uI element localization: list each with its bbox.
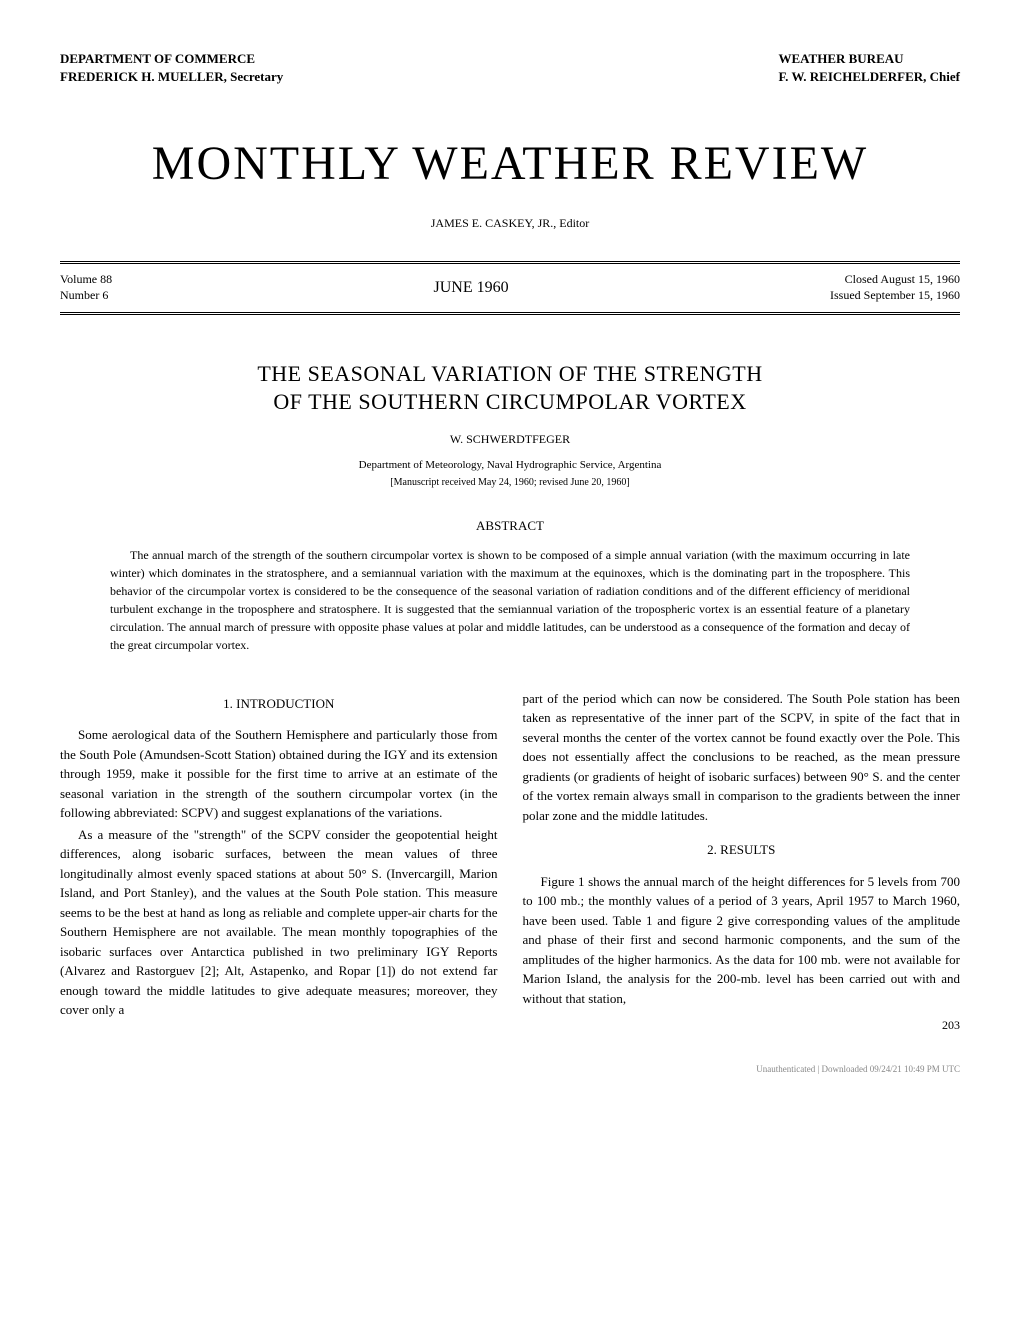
dept-name: DEPARTMENT OF COMMERCE	[60, 50, 283, 68]
author-affiliation: Department of Meteorology, Naval Hydrogr…	[60, 459, 960, 471]
secretary-name: FREDERICK H. MUELLER, Secretary	[60, 68, 283, 86]
editor-name: JAMES E. CASKEY, JR., Editor	[60, 216, 960, 231]
journal-title: MONTHLY WEATHER REVIEW	[60, 136, 960, 191]
right-column: part of the period which can now be cons…	[523, 689, 961, 1035]
article-title: THE SEASONAL VARIATION OF THE STRENGTH O…	[60, 360, 960, 417]
chief-name: F. W. REICHELDERFER, Chief	[778, 68, 960, 86]
title-line-1: THE SEASONAL VARIATION OF THE STRENGTH	[257, 361, 762, 386]
page-number: 203	[523, 1016, 961, 1034]
body-columns: 1. INTRODUCTION Some aerological data of…	[60, 689, 960, 1035]
intro-para-3: part of the period which can now be cons…	[523, 689, 961, 826]
issue-volume-number: Volume 88 Number 6	[60, 272, 112, 303]
issue-info-bar: Volume 88 Number 6 JUNE 1960 Closed Augu…	[60, 261, 960, 314]
author-name: W. SCHWERDTFEGER	[60, 432, 960, 447]
issued-date: Issued September 15, 1960	[830, 288, 960, 304]
number-label: Number 6	[60, 288, 112, 304]
left-column: 1. INTRODUCTION Some aerological data of…	[60, 689, 498, 1035]
intro-para-1: Some aerological data of the Southern He…	[60, 725, 498, 823]
page-header: DEPARTMENT OF COMMERCE FREDERICK H. MUEL…	[60, 50, 960, 86]
title-line-2: OF THE SOUTHERN CIRCUMPOLAR VORTEX	[273, 389, 746, 414]
download-footer: Unauthenticated | Downloaded 09/24/21 10…	[60, 1064, 960, 1074]
volume-label: Volume 88	[60, 272, 112, 288]
header-right: WEATHER BUREAU F. W. REICHELDERFER, Chie…	[778, 50, 960, 86]
abstract-text: The annual march of the strength of the …	[60, 546, 960, 654]
manuscript-dates: [Manuscript received May 24, 1960; revis…	[60, 477, 960, 488]
results-heading: 2. RESULTS	[523, 840, 961, 860]
header-left: DEPARTMENT OF COMMERCE FREDERICK H. MUEL…	[60, 50, 283, 86]
bureau-name: WEATHER BUREAU	[778, 50, 960, 68]
intro-heading: 1. INTRODUCTION	[60, 694, 498, 714]
issue-date: JUNE 1960	[434, 279, 509, 297]
results-para-1: Figure 1 shows the annual march of the h…	[523, 872, 961, 1009]
abstract-heading: ABSTRACT	[60, 518, 960, 534]
closed-date: Closed August 15, 1960	[830, 272, 960, 288]
intro-para-2: As a measure of the "strength" of the SC…	[60, 825, 498, 1020]
issue-publication-dates: Closed August 15, 1960 Issued September …	[830, 272, 960, 303]
